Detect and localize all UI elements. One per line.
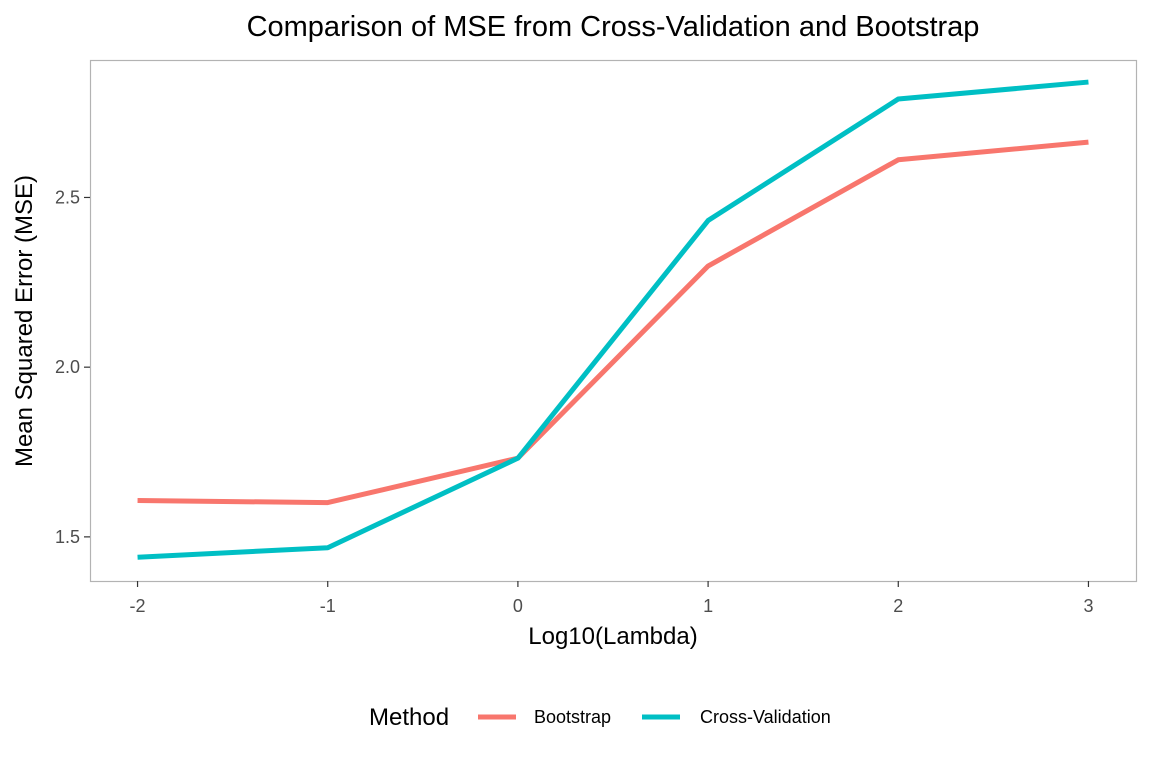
legend-label-bootstrap: Bootstrap bbox=[534, 707, 611, 727]
x-tick-label: 3 bbox=[1083, 596, 1093, 616]
x-tick-label: 0 bbox=[513, 596, 523, 616]
x-tick-label: 1 bbox=[703, 596, 713, 616]
legend-title: Method bbox=[369, 704, 449, 731]
chart-title: Comparison of MSE from Cross-Validation … bbox=[247, 11, 980, 43]
x-tick-label: -1 bbox=[320, 596, 336, 616]
y-axis-title: Mean Squared Error (MSE) bbox=[11, 175, 38, 467]
series-line-cross-validation bbox=[137, 79, 1089, 560]
y-axis: 1.5 2.0 2.5 bbox=[55, 187, 90, 547]
series-lines bbox=[137, 79, 1089, 560]
y-tick-label: 2.0 bbox=[55, 357, 80, 377]
plot-panel-border bbox=[89, 59, 1138, 583]
x-tick-label: -2 bbox=[130, 596, 146, 616]
y-tick-label: 2.5 bbox=[55, 187, 80, 207]
legend-label-cross-validation: Cross-Validation bbox=[700, 707, 831, 727]
legend: Method Bootstrap Cross-Validation bbox=[369, 704, 831, 731]
y-tick-label: 1.5 bbox=[55, 527, 80, 547]
x-axis: -2 -1 0 1 2 3 bbox=[130, 581, 1093, 616]
x-tick-label: 2 bbox=[893, 596, 903, 616]
series-line-bootstrap bbox=[137, 139, 1089, 506]
x-axis-title: Log10(Lambda) bbox=[528, 623, 697, 650]
